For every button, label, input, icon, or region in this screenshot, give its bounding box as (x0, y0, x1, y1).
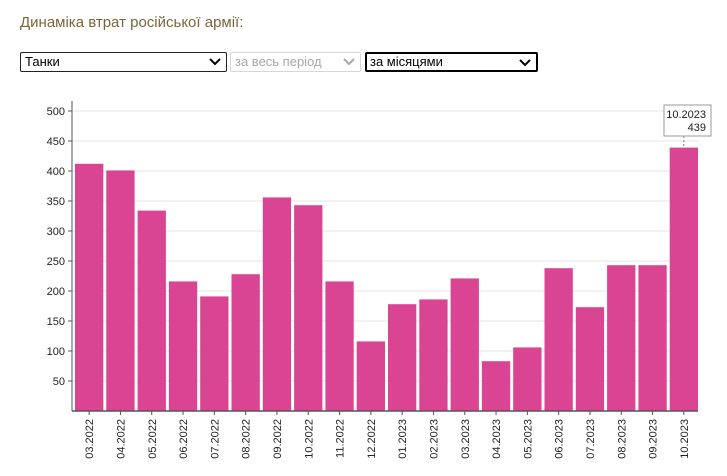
chevron-down-icon (343, 58, 355, 66)
x-tick-label: 10.2022 (303, 419, 315, 459)
x-tick-label: 10.2023 (679, 419, 691, 459)
tooltip-value: 439 (688, 122, 706, 134)
category-select[interactable]: Танки (20, 52, 227, 72)
bar (294, 205, 323, 411)
bar (544, 268, 573, 411)
x-tick-label: 08.2022 (241, 419, 253, 459)
bar (481, 361, 511, 411)
period-select-value: за весь період (235, 54, 322, 69)
bar (231, 274, 260, 411)
x-tick-label: 02.2023 (428, 419, 440, 459)
x-tick-label: 03.2022 (84, 419, 96, 459)
x-tick-label: 01.2023 (397, 419, 409, 459)
grouping-select[interactable]: за місяцями (365, 52, 538, 72)
tooltip-label: 10.2023 (666, 109, 706, 121)
y-tick-label: 400 (47, 166, 65, 178)
y-tick-label: 250 (47, 256, 65, 268)
x-tick-label: 12.2022 (366, 419, 378, 459)
grouping-select-value: за місяцями (370, 54, 443, 69)
bar (75, 163, 104, 411)
bar (419, 299, 448, 411)
bar (450, 278, 479, 411)
bar (168, 281, 198, 411)
x-tick-label: 05.2022 (147, 419, 159, 459)
bar (669, 147, 698, 411)
x-tick-label: 07.2023 (585, 419, 597, 459)
x-tick-label: 03.2023 (460, 419, 472, 459)
page-title: Динаміка втрат російської армії: (20, 14, 244, 31)
x-tick-label: 05.2023 (522, 419, 534, 459)
bar (513, 347, 542, 411)
bar (575, 307, 605, 411)
x-tick-label: 09.2022 (272, 419, 284, 459)
y-tick-label: 50 (53, 376, 65, 388)
x-tick-label: 11.2022 (335, 419, 347, 458)
y-tick-label: 300 (47, 226, 65, 238)
y-tick-label: 350 (47, 196, 65, 208)
x-tick-label: 09.2023 (648, 419, 660, 459)
y-tick-label: 150 (47, 316, 65, 328)
bar (200, 296, 229, 411)
chevron-down-icon (209, 58, 221, 66)
bar (262, 197, 292, 411)
bar (325, 281, 354, 411)
x-tick-label: 07.2022 (209, 419, 221, 459)
y-tick-label: 450 (47, 136, 65, 148)
tooltip-box (663, 104, 712, 137)
period-select[interactable]: за весь період (230, 52, 361, 72)
x-tick-label: 06.2022 (178, 419, 190, 459)
bar (356, 341, 385, 411)
y-tick-label: 100 (47, 346, 65, 358)
y-tick-label: 500 (47, 106, 65, 118)
bar (388, 304, 417, 411)
bar (106, 170, 135, 411)
x-tick-label: 04.2022 (115, 419, 127, 459)
y-tick-label: 200 (47, 286, 65, 298)
x-tick-label: 06.2023 (554, 419, 566, 459)
x-tick-label: 08.2023 (616, 419, 628, 459)
category-select-value: Танки (25, 54, 60, 69)
bar (607, 265, 636, 411)
x-tick-label: 04.2023 (491, 419, 503, 459)
bar (638, 265, 667, 411)
chevron-down-icon (519, 59, 531, 67)
bar (137, 210, 166, 411)
